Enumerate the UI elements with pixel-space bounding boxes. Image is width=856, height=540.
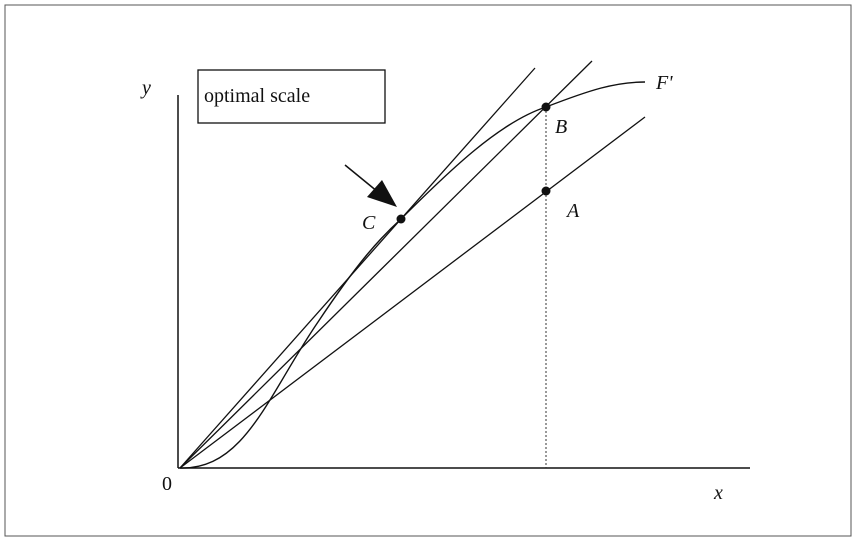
arrow-shaft (344, 164, 379, 193)
point-b (541, 102, 551, 112)
ray-c (179, 67, 536, 469)
origin-label: 0 (162, 473, 172, 495)
a-label: A (565, 200, 580, 222)
point-c (396, 214, 406, 224)
label-box (197, 69, 386, 124)
curve-label: F' (655, 72, 673, 94)
point-a (541, 186, 551, 196)
arrow-head (367, 180, 397, 207)
box-label: optimal scale (204, 85, 310, 107)
ray-b (179, 60, 593, 469)
b-label: B (555, 116, 567, 138)
frame (4, 4, 852, 537)
ray-a (179, 116, 646, 469)
c-label: C (362, 212, 376, 234)
x-label: x (713, 482, 723, 504)
curve (179, 81, 646, 469)
y-label: y (140, 77, 151, 99)
